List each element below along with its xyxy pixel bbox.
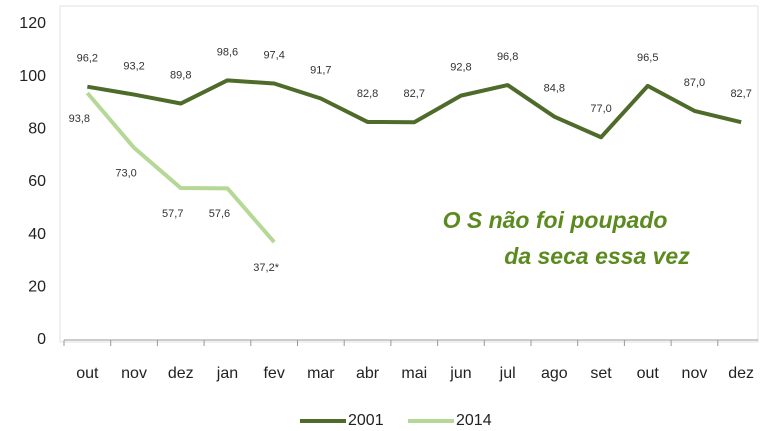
x-tick-label: nov (682, 365, 708, 382)
value-label: 97,4 (263, 49, 284, 61)
y-tick-label: 20 (28, 279, 46, 296)
annotation: da seca essa vez (504, 243, 690, 269)
value-label: 89,8 (170, 69, 191, 81)
x-tick-label: mar (307, 365, 335, 382)
x-tick-label: nov (121, 365, 147, 382)
x-tick-label: set (590, 365, 612, 382)
value-label: 37,2* (253, 262, 279, 274)
x-tick-label: fev (263, 365, 284, 382)
series-line (85, 91, 276, 244)
x-tick-label: dez (168, 365, 194, 382)
value-label: 82,8 (357, 88, 378, 100)
value-label: 93,8 (69, 113, 90, 125)
value-label: 73,0 (115, 168, 136, 180)
value-label: 87,0 (684, 77, 705, 89)
x-tick-label: out (76, 365, 99, 382)
y-tick-label: 40 (28, 226, 46, 243)
y-tick-label: 60 (28, 173, 46, 190)
x-tick-label: dez (728, 365, 754, 382)
x-tick-label: abr (356, 365, 380, 382)
x-tick-label: out (637, 365, 660, 382)
value-label: 57,6 (209, 208, 230, 220)
value-label: 96,8 (497, 51, 518, 63)
y-tick-label: 100 (19, 68, 46, 85)
value-label: 96,2 (77, 53, 98, 65)
x-tick-label: mai (401, 365, 427, 382)
x-tick-label: jul (499, 365, 516, 382)
series-line (87, 78, 742, 140)
legend-label: 2001 (348, 412, 384, 429)
value-label: 82,7 (404, 88, 425, 100)
x-tick-label: jun (449, 365, 471, 382)
legend-label: 2014 (456, 412, 492, 429)
value-label: 82,7 (730, 88, 751, 100)
annotation: O S não foi poupado (443, 207, 668, 233)
y-tick-label: 80 (28, 121, 46, 138)
value-label: 57,7 (162, 208, 183, 220)
value-label: 98,6 (217, 46, 238, 58)
value-label: 92,8 (450, 62, 471, 74)
value-label: 93,2 (123, 60, 144, 72)
y-tick-label: 0 (37, 331, 46, 348)
x-tick-label: ago (541, 365, 568, 382)
value-label: 96,5 (637, 52, 658, 64)
value-label: 84,8 (544, 83, 565, 95)
y-tick-label: 120 (19, 15, 46, 32)
value-label: 91,7 (310, 64, 331, 76)
value-label: 77,0 (590, 103, 611, 115)
plot-frame (59, 5, 759, 343)
x-tick-label: jan (216, 365, 238, 382)
